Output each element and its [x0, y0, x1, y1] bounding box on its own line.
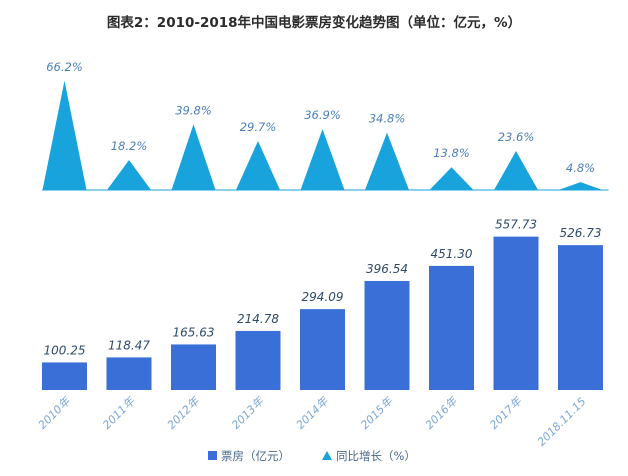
growth-label: 66.2% [46, 60, 83, 74]
growth-triangle [171, 124, 216, 190]
x-tick-label: 2012年 [165, 394, 202, 431]
growth-triangle [494, 151, 538, 190]
box-office-label: 396.54 [366, 262, 408, 276]
growth-triangle [429, 167, 474, 190]
box-office-bar [171, 344, 216, 390]
x-tick-label: 2010年 [36, 394, 73, 431]
legend-label-growth: 同比增长（%） [336, 449, 416, 463]
growth-label: 39.8% [175, 103, 212, 117]
box-office-label: 557.73 [495, 218, 537, 232]
box-office-label: 451.30 [431, 247, 473, 261]
growth-triangles: 66.2% 18.2% 39.8% 29.7% 36.9% 34.8% 13.8% 23.6%… [42, 60, 609, 191]
growth-label: 13.8% [433, 146, 470, 160]
box-office-bar [300, 309, 345, 390]
box-office-bar [42, 362, 87, 390]
legend: 票房（亿元） 同比增长（%） [208, 449, 416, 463]
box-office-label: 165.63 [173, 325, 215, 339]
growth-triangle [42, 80, 87, 190]
growth-triangle [107, 159, 151, 190]
x-tick-label: 2013年 [229, 394, 266, 431]
legend-swatch-box-office [208, 451, 217, 460]
growth-label: 34.8% [369, 112, 406, 126]
x-tick-label: 2011年 [100, 394, 137, 431]
growth-triangle [558, 182, 603, 190]
box-office-label: 294.09 [302, 290, 344, 304]
box-office-bar [364, 280, 410, 390]
x-tick-label: 2016年 [423, 394, 460, 431]
chart-title: 图表2：2010-2018年中国电影票房变化趋势图（单位：亿元，%） [107, 14, 521, 31]
box-office-label: 100.25 [44, 343, 86, 357]
growth-label: 4.8% [566, 161, 595, 175]
growth-label: 36.9% [304, 108, 341, 122]
growth-label: 18.2% [111, 139, 148, 153]
growth-triangle [300, 129, 345, 190]
x-axis-ticks: 2010年 2011年 2012年 2013年 2014年 2015年 2016年 2017年… [36, 394, 589, 448]
box-office-label: 526.73 [560, 226, 602, 240]
box-office-bar [558, 245, 603, 390]
box-office-bar [493, 236, 539, 390]
growth-triangle [236, 140, 280, 190]
legend-label-box-office: 票房（亿元） [221, 449, 290, 463]
box-office-bar [235, 330, 281, 390]
box-office-bars: 100.25 118.47 165.63 214.78 294.09 396.54 451.… [42, 218, 603, 390]
growth-label: 29.7% [240, 120, 277, 134]
box-office-bar [106, 357, 152, 390]
growth-label: 23.6% [498, 130, 535, 144]
growth-triangle [365, 132, 409, 190]
x-tick-label: 2018.11.15 [535, 395, 589, 449]
x-tick-label: 2015年 [358, 394, 395, 431]
box-office-bar [429, 265, 474, 390]
box-office-label: 118.47 [108, 338, 150, 352]
box-office-label: 214.78 [237, 312, 279, 326]
x-tick-label: 2014年 [294, 394, 331, 431]
x-tick-label: 2017年 [487, 394, 524, 431]
legend-swatch-growth [322, 451, 332, 460]
